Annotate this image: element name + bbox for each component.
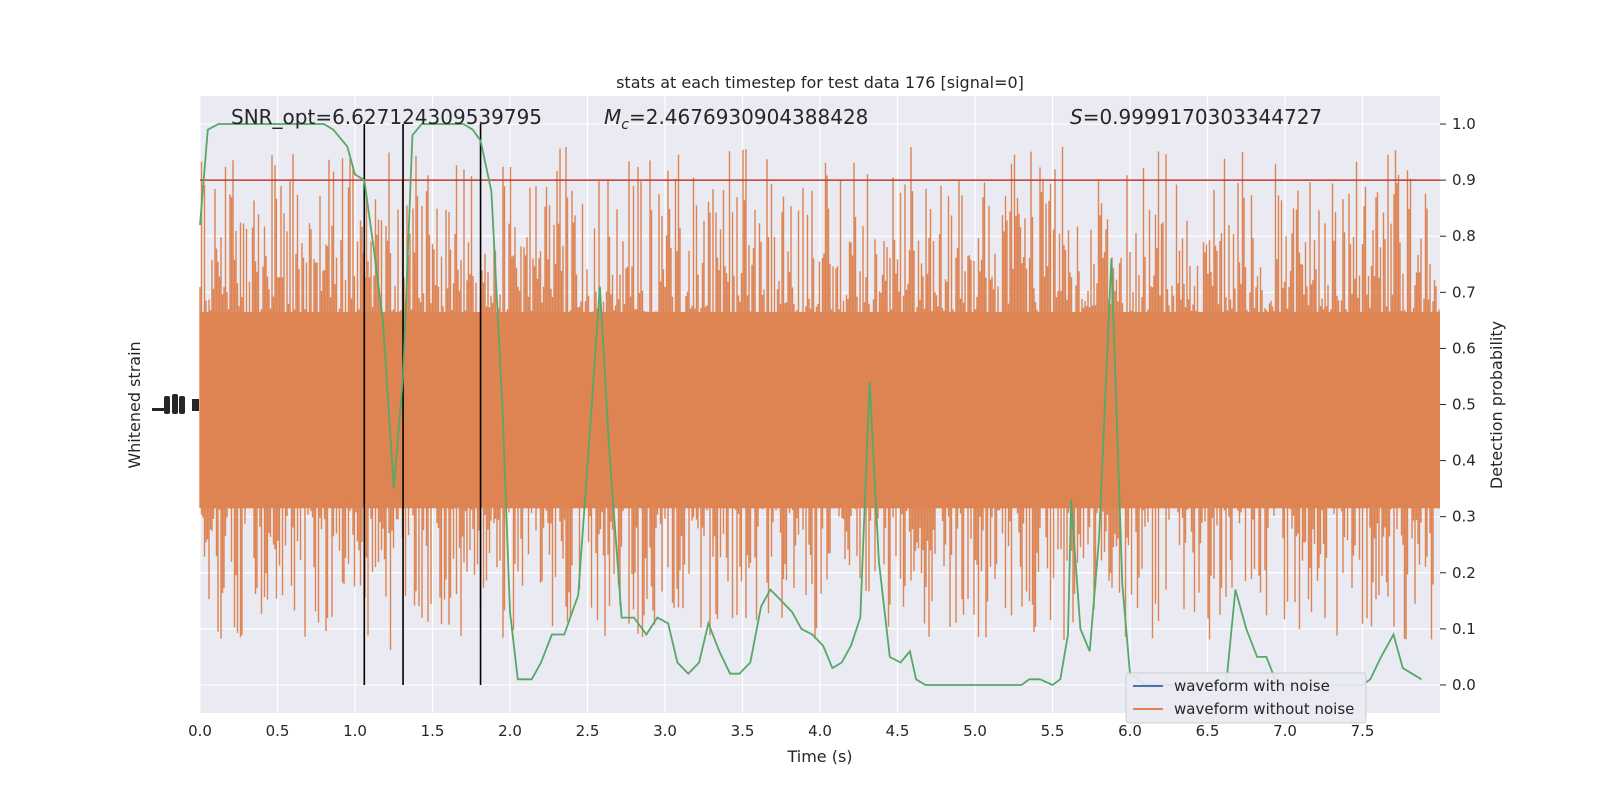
chart-title: stats at each timestep for test data 176… — [616, 73, 1024, 92]
x-tick-label: 1.5 — [421, 722, 445, 740]
x-tick-label: 2.0 — [498, 722, 522, 740]
right-tick-label: 0.9 — [1452, 171, 1476, 189]
right-axis-label: Detection probability — [1487, 321, 1506, 489]
right-tick-label: 0.4 — [1452, 452, 1476, 470]
vertical-markers — [363, 124, 482, 685]
mc-symbol: M — [604, 105, 621, 129]
legend-label-without-noise: waveform without noise — [1174, 700, 1354, 718]
x-tick-label: 5.5 — [1041, 722, 1065, 740]
x-tick-label: 1.0 — [343, 722, 367, 740]
x-tick-label: 0.5 — [266, 722, 290, 740]
right-tick-label: 0.6 — [1452, 339, 1476, 357]
x-tick-label: 4.0 — [808, 722, 832, 740]
x-tick-label: 6.5 — [1196, 722, 1220, 740]
x-tick-label: 0.0 — [188, 722, 212, 740]
x-tick-label: 4.5 — [886, 722, 910, 740]
right-tick-label: 1.0 — [1452, 115, 1476, 133]
right-tick-label: 0.3 — [1452, 508, 1476, 526]
right-tick-label: 0.7 — [1452, 283, 1476, 301]
snr-annotation: SNR_opt=6.627124309539795 — [231, 105, 542, 129]
left-axis-label: Whitened strain — [125, 341, 144, 468]
legend-box — [1125, 672, 1367, 724]
x-tick-label: 5.0 — [963, 722, 987, 740]
x-axis-label: Time (s) — [786, 747, 852, 766]
right-tick-label: 0.0 — [1452, 676, 1476, 694]
right-tick-label: 0.1 — [1452, 620, 1476, 638]
x-tick-label: 2.5 — [576, 722, 600, 740]
legend-label-with-noise: waveform with noise — [1174, 677, 1330, 695]
left-axis-tick-clutter — [152, 394, 199, 414]
s-annotation: S=0.9999170303344727 — [1070, 105, 1322, 129]
x-axis-ticks: 0.0 0.5 1.0 1.5 2.0 2.5 3.0 3.5 4.0 4.5 5.0 5.5 6.0 6… — [188, 722, 1374, 740]
strain-trace — [199, 146, 1440, 650]
s-symbol: S — [1070, 105, 1083, 129]
mc-annotation: Mc=2.4676930904388428 — [604, 105, 868, 133]
s-value: =0.9999170303344727 — [1083, 105, 1322, 129]
strain-series — [199, 146, 1440, 650]
mc-value: =2.4676930904388428 — [629, 105, 868, 129]
right-axis-ticks: 0.0 0.1 0.2 0.3 0.4 0.5 0.6 0.7 0.8 0.9 1.0 — [1440, 115, 1476, 694]
x-tick-label: 7.5 — [1351, 722, 1375, 740]
x-tick-label: 7.0 — [1273, 722, 1297, 740]
legend: waveform with noise waveform without noi… — [1125, 672, 1367, 724]
right-tick-label: 0.8 — [1452, 227, 1476, 245]
right-tick-label: 0.2 — [1452, 564, 1476, 582]
x-tick-label: 3.5 — [731, 722, 755, 740]
mc-subscript: c — [621, 117, 629, 133]
right-tick-label: 0.5 — [1452, 396, 1476, 414]
x-tick-label: 6.0 — [1118, 722, 1142, 740]
x-tick-label: 3.0 — [653, 722, 677, 740]
